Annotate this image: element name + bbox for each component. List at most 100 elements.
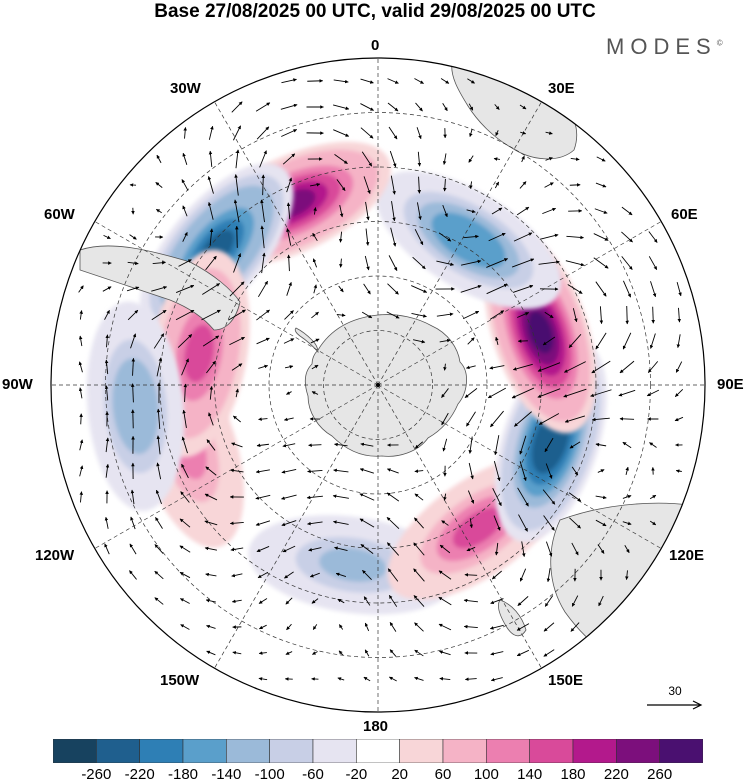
- wind-vector: [514, 411, 532, 427]
- wind-vector: [312, 624, 318, 630]
- wind-vector: [493, 157, 501, 161]
- wind-vector: [440, 78, 450, 84]
- wind-vector: [206, 360, 216, 374]
- wind-vector: [202, 335, 220, 347]
- wind-vector: [593, 233, 609, 241]
- wind-vector: [469, 129, 473, 138]
- wind-vector: [285, 651, 293, 655]
- wind-vector: [625, 306, 629, 325]
- wind-vector: [417, 176, 422, 194]
- wind-vector: [519, 568, 527, 582]
- colorbar-tick-label: 100: [473, 766, 499, 783]
- wind-vector: [232, 651, 242, 655]
- wind-vector: [388, 676, 397, 682]
- wind-vector: [259, 150, 267, 168]
- wind-vector: [486, 283, 508, 295]
- wind-vector: [206, 624, 216, 629]
- wind-vector: [204, 546, 218, 551]
- colorbar-swatch: [572, 739, 617, 763]
- lon-label-30w: 30W: [170, 80, 201, 97]
- wind-vector: [542, 336, 556, 346]
- wind-vector: [283, 417, 294, 422]
- wind-vector: [487, 387, 507, 399]
- wind-vector: [648, 231, 658, 243]
- latitude-circle: [323, 330, 433, 440]
- wind-vector: [543, 649, 555, 657]
- wind-vector: [625, 570, 629, 580]
- wind-vector: [464, 388, 478, 398]
- wind-vector: [544, 437, 554, 453]
- wind-vector: [388, 255, 398, 271]
- wind-vector: [675, 469, 682, 473]
- lon-label-180: 180: [363, 718, 389, 735]
- wind-vector: [104, 309, 110, 320]
- colorbar-tick-label: 140: [517, 766, 543, 783]
- wind-vector: [490, 410, 504, 428]
- wind-vector: [129, 543, 137, 555]
- wind-vector: [339, 204, 344, 218]
- wind-vector: [360, 103, 374, 111]
- wind-vector: [79, 491, 84, 503]
- wind-vector: [438, 623, 452, 631]
- wind-vector: [364, 622, 370, 632]
- wind-vector: [152, 260, 166, 265]
- wind-vector: [312, 232, 318, 242]
- wind-vector: [282, 545, 296, 553]
- wind-vector: [676, 334, 681, 349]
- wind-vector: [563, 361, 586, 373]
- wind-vector: [438, 232, 452, 242]
- wind-vector: [202, 283, 221, 295]
- colorbar-swatch: [53, 739, 97, 763]
- wind-vector: [79, 439, 84, 451]
- colorbar-swatch: [269, 739, 314, 763]
- wind-vector: [205, 255, 217, 271]
- lon-label-150w: 150W: [160, 672, 200, 689]
- wind-vector: [511, 258, 535, 268]
- colorbar-swatch: [442, 739, 487, 763]
- wind-vector: [334, 546, 348, 552]
- wind-vector: [286, 228, 292, 246]
- wind-vector: [595, 281, 607, 297]
- wind-vector: [494, 542, 499, 556]
- wind-vector: [230, 547, 244, 552]
- wind-vector: [205, 572, 217, 577]
- wind-vector: [175, 309, 195, 321]
- meridian-line: [214, 384, 379, 669]
- colorbar-tick-label: -180: [167, 766, 199, 783]
- wind-vector: [127, 309, 139, 321]
- wind-vector: [565, 260, 585, 267]
- wind-vector: [78, 361, 83, 373]
- wind-vector: [360, 127, 374, 139]
- wind-vector: [622, 441, 632, 449]
- wind-vector: [179, 571, 191, 579]
- wind-vector: [180, 491, 190, 503]
- colorbar-tick-label: -20: [345, 766, 368, 783]
- colorbar-tick-label: -100: [254, 766, 285, 783]
- wind-vector: [493, 461, 501, 482]
- wind-vector: [130, 383, 135, 403]
- wind-vector: [414, 676, 424, 681]
- wind-vector: [618, 389, 636, 397]
- wind-vector: [154, 570, 164, 580]
- wind-vector: [338, 650, 344, 656]
- wind-vector: [386, 311, 400, 319]
- wind-vector: [313, 207, 317, 215]
- wind-vector: [569, 441, 581, 449]
- wind-vector: [491, 207, 503, 215]
- wind-vector: [441, 520, 449, 526]
- wind-vector: [675, 361, 683, 373]
- wind-vector: [79, 413, 83, 425]
- bellingshausen-ridge-level-4: [184, 324, 215, 383]
- wind-vector: [650, 281, 657, 298]
- colorbar: [53, 739, 703, 763]
- wind-vector: [625, 466, 629, 475]
- wind-vector: [104, 385, 109, 401]
- wind-vector: [175, 284, 195, 293]
- wind-vector: [79, 465, 84, 477]
- wind-vector: [363, 283, 371, 295]
- wind-vector: [439, 676, 451, 681]
- wind-vector: [387, 283, 399, 295]
- wind-vector: [438, 570, 452, 580]
- wind-vector: [281, 129, 298, 137]
